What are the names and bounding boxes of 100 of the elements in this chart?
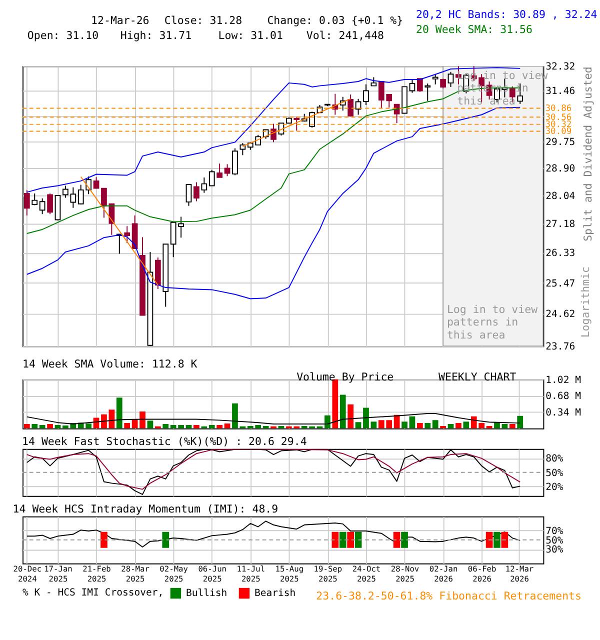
x-tick-label: 06-Jun 2025: [198, 564, 227, 584]
bar: [232, 403, 238, 428]
bar: [409, 416, 416, 428]
candlestick: [224, 164, 230, 177]
candlestick: [208, 169, 215, 186]
bar: [208, 424, 215, 428]
bar: [517, 416, 524, 428]
bar: [332, 379, 338, 428]
candlestick: [39, 198, 46, 215]
legend-label: Bearish: [254, 588, 296, 600]
x-tick-label: 28-Nov 2025: [390, 564, 420, 584]
x-tick-label: 20-Dec 2024: [13, 564, 42, 584]
candlestick: [47, 192, 53, 215]
candlestick: [363, 84, 369, 106]
x-tick-label: 21-Feb 2025: [82, 564, 112, 584]
candlestick: [194, 182, 200, 202]
line-series: [26, 106, 521, 300]
bar: [140, 412, 146, 428]
bar: [47, 424, 53, 428]
annotation: WEEKLY CHART: [438, 370, 517, 384]
x-tick-label: 28-Mar 2025: [121, 564, 150, 584]
bar: [355, 422, 362, 428]
x-tick-label: 02-May 2025: [160, 564, 188, 584]
y-tick-label: 30%: [546, 544, 564, 556]
candlestick: [440, 78, 446, 89]
y-tick-label: 24.62: [546, 309, 576, 320]
bar: [24, 424, 30, 428]
text: Close: 31.28: [164, 14, 242, 28]
candlestick: [409, 79, 416, 94]
bar: [432, 420, 438, 428]
line-series: [26, 412, 521, 425]
y-tick-label: 0.68 M: [546, 391, 582, 402]
bar: [124, 423, 130, 428]
candlestick: [294, 116, 300, 132]
bar: [162, 424, 169, 428]
candlestick: [124, 226, 130, 244]
y-tick-label: 50%: [546, 535, 564, 546]
candlestick: [216, 163, 223, 178]
text: Vol: 241,448: [306, 28, 384, 42]
y-tick-label: 25.47: [546, 278, 576, 290]
bar: [340, 394, 346, 428]
y-tick-label: 23.76: [546, 342, 576, 353]
y-tick-label: 26.33: [546, 248, 576, 260]
y-tick-label: 31.46: [546, 86, 576, 98]
candlestick: [348, 94, 354, 118]
x-tick-label: 15-Aug 2025: [275, 564, 304, 584]
x-tick-label: 24-Oct 2025: [352, 564, 381, 584]
chart-title: 14 Week Fast Stochastic (%K)(%D) : 20.6 29.4: [22, 434, 307, 448]
bar: [363, 408, 369, 428]
candlestick: [424, 83, 431, 102]
text: Change: 0.03 {+0.1 %}: [267, 14, 404, 28]
bar: [348, 404, 354, 428]
x-tick-label: 02-Jan 2026: [429, 564, 458, 584]
y-tick-label: 28.90: [546, 163, 576, 174]
bar: [463, 422, 470, 428]
bar: [32, 424, 38, 428]
y-tick-label: 20%: [546, 482, 564, 493]
bar: [194, 424, 200, 428]
y-tick-label: 50%: [546, 468, 564, 479]
annotation: Log in to view patterns in this area: [446, 302, 538, 342]
y-tick-label: 0.34 M: [546, 407, 582, 418]
y-tick-label: 32.32: [546, 62, 576, 73]
bar: [147, 420, 154, 428]
bar: [324, 415, 330, 428]
y-tick-label: 70%: [546, 526, 564, 537]
text: Low: 31.01: [218, 28, 284, 42]
line-series: [26, 520, 521, 548]
text: 20,2 HC Bands: 30.89 , 32.24: [416, 8, 598, 22]
chart-title: 14 Week HCS Intraday Momentum (IMI): 48.9: [12, 502, 278, 516]
text: High: 31.71: [120, 28, 192, 42]
ref-line-label: 30.86: [545, 104, 572, 114]
x-tick-label: 17-Jan 2025: [44, 564, 73, 584]
candlestick: [186, 184, 192, 206]
annotation: Volume By Price: [296, 370, 394, 384]
bar: [216, 424, 223, 428]
x-tick-label: 19-Sep 2025: [314, 564, 342, 584]
candlestick: [232, 148, 238, 176]
y-axis-title: Split and Dividend Adjusted: [582, 66, 595, 242]
bar: [424, 423, 431, 428]
y-tick-label: 27.18: [546, 219, 576, 230]
candlestick: [201, 176, 208, 194]
y-tick-label: 28.04: [546, 190, 576, 202]
text: 20 Week SMA: 31.56: [416, 22, 532, 36]
y-tick-label: 80%: [546, 454, 564, 465]
text: Open: 31.10: [27, 28, 99, 42]
bar: [370, 422, 377, 428]
legend-label: Bullish: [186, 588, 228, 600]
candlestick: [24, 190, 30, 216]
legend-title: % K - HCS IMI Crossover,: [22, 588, 164, 599]
y-tick-label: 29.75: [546, 136, 576, 148]
bar: [402, 422, 408, 428]
y-tick-label: 1.02 M: [546, 374, 582, 386]
text: 23.6-38.2-50-61.8% Fibonacci Retracements: [316, 590, 582, 603]
x-tick-label: 11-Jul 2025: [236, 564, 266, 584]
bar: [39, 424, 46, 428]
candlestick: [93, 176, 100, 189]
x-tick-label: 06-Feb 2026: [468, 564, 496, 584]
bar: [509, 424, 516, 428]
bar: [416, 423, 423, 428]
text: 12-Mar-26: [91, 14, 150, 28]
